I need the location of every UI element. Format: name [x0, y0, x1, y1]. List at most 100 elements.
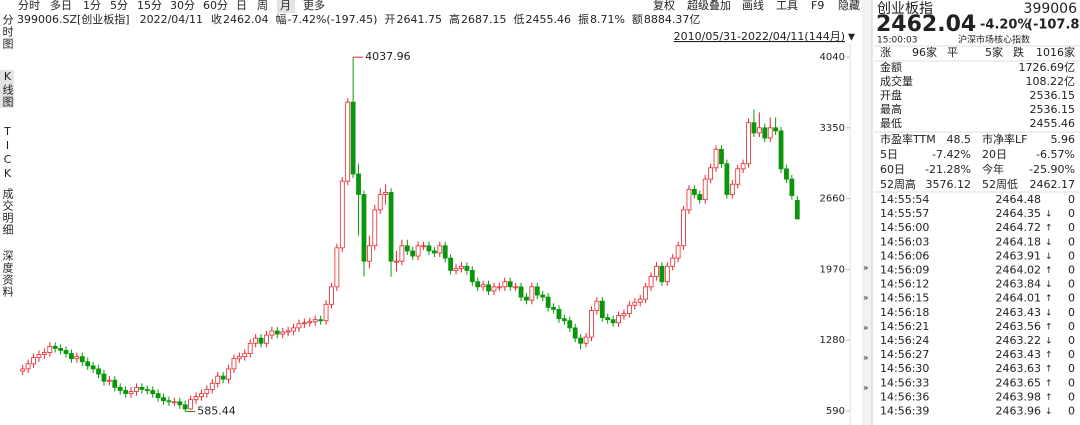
quote-label: 振: [578, 12, 589, 26]
strip-arrow[interactable]: »: [863, 384, 869, 394]
tool-button[interactable]: 画线: [742, 0, 764, 12]
candle-body: [762, 127, 768, 139]
candle-body: [112, 379, 118, 388]
tab[interactable]: 更多: [303, 0, 325, 12]
tool-button[interactable]: 超级叠加: [687, 0, 731, 12]
range-label[interactable]: 2010/05/31-2022/04/11(144月): [674, 30, 845, 43]
strip-arrow[interactable]: »: [863, 294, 869, 304]
tab[interactable]: 月: [280, 0, 291, 12]
candle-body: [269, 330, 275, 336]
tick-price: 2463.84: [996, 278, 1042, 291]
candle-body: [556, 309, 562, 320]
side-tab[interactable]: 分时图: [1, 14, 14, 50]
tool-button[interactable]: F9: [811, 0, 824, 12]
side-tab[interactable]: 深度资料: [1, 250, 14, 298]
tab[interactable]: 30分: [170, 0, 195, 12]
tool-button[interactable]: 复权: [653, 0, 675, 12]
candle-body: [85, 361, 91, 367]
tick-arrow: ↓: [1045, 238, 1053, 248]
quote-value: 8.71%: [590, 13, 625, 26]
candle-body: [394, 260, 399, 263]
side-tab[interactable]: K线图: [0, 70, 14, 108]
stat-label: 20日: [982, 148, 1007, 161]
tick-price: 2464.01: [996, 292, 1042, 305]
tab[interactable]: 5分: [110, 0, 128, 12]
quote-label: 收: [211, 12, 222, 26]
quote-date: 2022/04/11: [140, 13, 203, 26]
candle-body: [345, 101, 351, 182]
candle-body: [583, 336, 589, 344]
candle-body: [496, 286, 502, 289]
tick-arrow: ↓: [1045, 252, 1053, 262]
tool-button[interactable]: 工具: [776, 0, 798, 12]
tab[interactable]: 15分: [137, 0, 162, 12]
tick-volume: 0: [1068, 348, 1075, 361]
side-tab[interactable]: 成交明细: [1, 188, 14, 236]
tab[interactable]: 1分: [83, 0, 101, 12]
y-tick-label: 1970: [820, 264, 845, 275]
dropdown-icon[interactable]: ▼: [848, 33, 855, 43]
tick-volume: 0: [1068, 193, 1075, 206]
quote-label: 额: [632, 13, 643, 26]
tick-time: 14:56:18: [880, 306, 929, 319]
tick-volume: 0: [1068, 362, 1075, 375]
tab[interactable]: 多日: [50, 0, 72, 12]
tick-arrow: ↓: [1045, 308, 1053, 318]
tool-button[interactable]: 隐藏: [838, 0, 860, 12]
candle-body: [274, 330, 280, 335]
candle-body: [459, 265, 464, 269]
strip-arrow[interactable]: »: [863, 264, 869, 274]
candle-body: [128, 391, 134, 394]
candle-body: [664, 265, 670, 283]
collapse-strip[interactable]: [862, 0, 872, 425]
candle-body: [285, 330, 291, 333]
tab[interactable]: 分时: [18, 0, 40, 12]
candle-body: [756, 127, 762, 134]
candle-body: [518, 286, 524, 298]
candle-body: [648, 276, 654, 288]
tick-price: 2463.65: [996, 376, 1042, 389]
stat-value: 2536.15: [1030, 89, 1076, 102]
candle-body: [507, 281, 513, 288]
side-tab[interactable]: TICK: [1, 125, 14, 181]
quote-value: 2462.04: [223, 13, 269, 26]
candle-body: [383, 192, 389, 195]
stat-value: 3576.12: [926, 178, 972, 191]
candle-body: [464, 265, 470, 271]
candle-body: [220, 375, 226, 380]
strip-arrow[interactable]: »: [863, 324, 869, 334]
tab[interactable]: 60分: [203, 0, 228, 12]
quote-change: (-107.87): [1027, 18, 1080, 33]
tick-price: 2464.02: [996, 264, 1042, 277]
stat-value: -7.42%: [932, 148, 971, 161]
tab[interactable]: 周: [257, 0, 268, 12]
strip-arrow[interactable]: »: [863, 354, 869, 364]
candle-body: [567, 320, 573, 329]
tick-price: 2463.43: [996, 348, 1042, 361]
tick-arrow: ↑: [1045, 365, 1053, 375]
tab[interactable]: 日: [236, 0, 247, 12]
y-tick-label: 1280: [820, 335, 845, 346]
candle-body: [708, 167, 714, 180]
quote-label: 幅: [276, 13, 287, 26]
candle-body: [767, 127, 773, 139]
tick-time: 14:56:36: [880, 390, 929, 403]
candle-body: [654, 265, 659, 277]
stat-label: 52周低: [982, 178, 1018, 191]
candle-body: [448, 257, 454, 271]
tick-arrow: ↑: [1045, 322, 1053, 332]
candle-body: [41, 352, 47, 355]
stat-label: 最低: [880, 117, 902, 130]
stat-value: 5.96: [1051, 133, 1076, 146]
candle-body: [155, 393, 161, 399]
candle-body: [388, 192, 394, 262]
tick-price: 2463.98: [996, 390, 1042, 403]
candle-body: [350, 101, 356, 175]
index-tag[interactable]: 沪深市场核心指数: [958, 34, 1030, 46]
candle-body: [632, 301, 638, 306]
tick-time: 14:56:24: [880, 334, 929, 347]
y-tick-label: 2660: [820, 194, 845, 205]
quote-label: 低: [513, 13, 524, 26]
